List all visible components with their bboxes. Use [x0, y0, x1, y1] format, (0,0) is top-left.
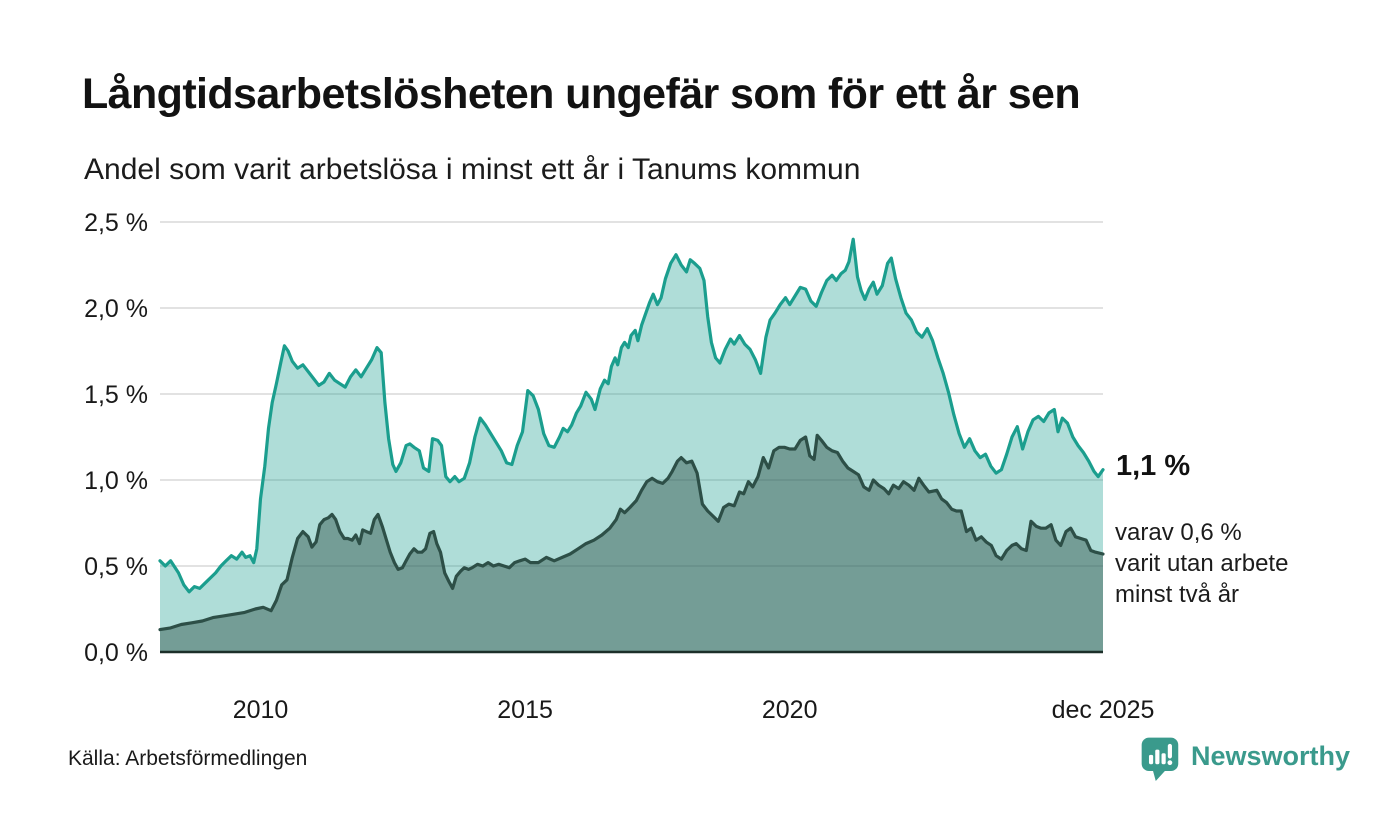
x-tick-label: 2015 — [497, 696, 553, 724]
gridlines — [160, 221, 1103, 567]
end-value-annotation: 1,1 % — [1116, 450, 1191, 482]
y-tick-label: 2,0 % — [84, 295, 148, 323]
brand-name: Newsworthy — [1191, 741, 1351, 771]
y-tick-label: 0,0 % — [84, 639, 148, 667]
newsworthy-logo[interactable]: Newsworthy — [1140, 736, 1350, 787]
annotation-line-1: varav 0,6 % — [1115, 519, 1242, 546]
annotation-line-3: minst två år — [1115, 581, 1240, 608]
annotation-line-2: varit utan arbete — [1115, 550, 1289, 577]
series-line-at_least_one_year — [158, 237, 1105, 594]
series-area-at_least_one_year — [160, 239, 1103, 652]
x-tick-label: dec 2025 — [1052, 696, 1155, 724]
y-axis-labels: 2,5 % 2,0 % 1,5 % 1,0 % 0,5 % 0,0 % — [84, 209, 148, 667]
x-axis-labels: 2010 2015 2020 dec 2025 — [233, 696, 1155, 724]
y-tick-label: 1,0 % — [84, 467, 148, 495]
page-title: Långtidsarbetslösheten ungefär som för e… — [82, 70, 1081, 118]
source-attribution: Källa: Arbetsförmedlingen — [68, 747, 308, 770]
y-tick-label: 1,5 % — [84, 381, 148, 409]
series-line-at_least_two_years — [158, 433, 1105, 632]
bar-chart-speech-bubble-icon — [1140, 736, 1182, 787]
y-tick-label: 2,5 % — [84, 209, 148, 237]
x-tick-label: 2010 — [233, 696, 289, 724]
two-year-annotation: varav 0,6 % varit utan arbete minst två … — [1115, 517, 1288, 610]
chart-series — [158, 237, 1105, 652]
chart-subtitle: Andel som varit arbetslösa i minst ett å… — [84, 153, 861, 186]
x-tick-label: 2020 — [762, 696, 818, 724]
y-tick-label: 0,5 % — [84, 553, 148, 581]
